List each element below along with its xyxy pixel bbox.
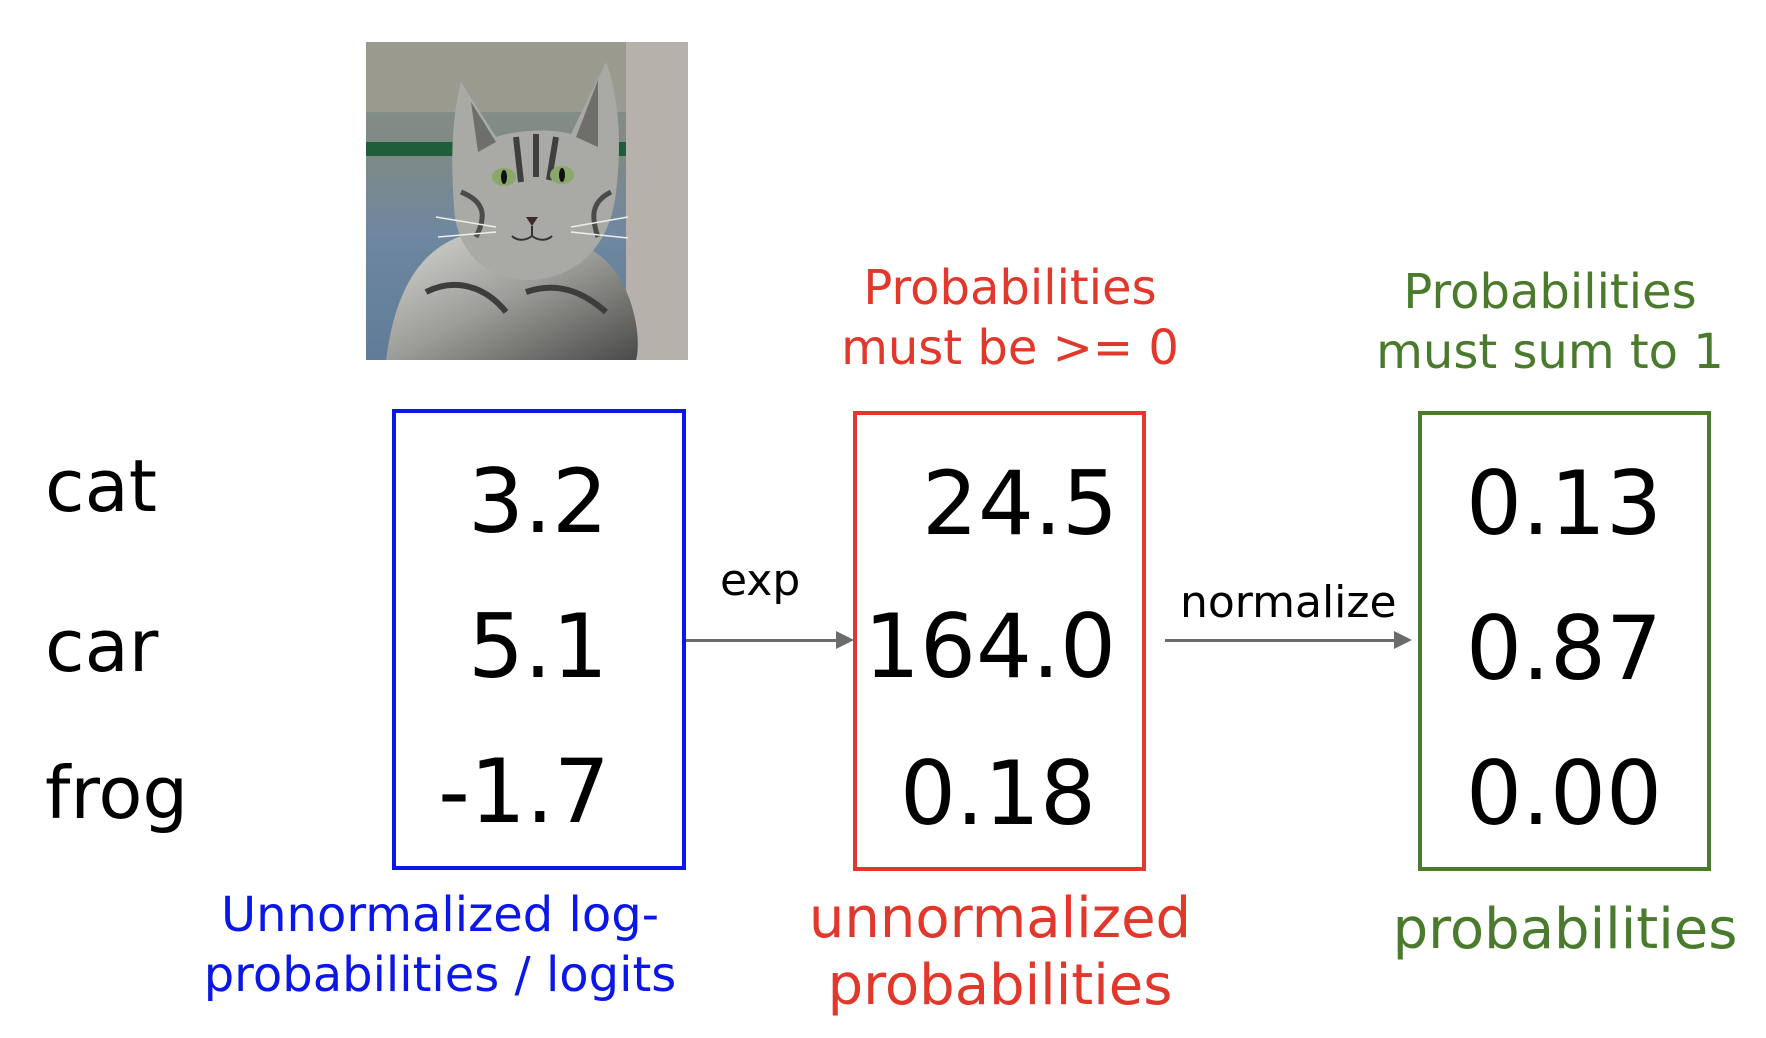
exp-arrow — [686, 631, 854, 649]
sum-header: Probabilities must sum to 1 — [1370, 262, 1730, 382]
cat-image — [366, 42, 688, 360]
probabilities-box — [1418, 411, 1711, 871]
prob-car: 0.87 — [1466, 597, 1662, 700]
logits-caption-line-2: probabilities / logits — [203, 947, 677, 1003]
nonneg-header-line-2: must be >= 0 — [841, 320, 1179, 376]
exp-label: exp — [720, 555, 801, 606]
exp-cat: 24.5 — [922, 452, 1118, 555]
unnormalized-caption: unnormalized probabilities — [800, 885, 1200, 1019]
logits-caption-line-1: Unnormalized log- — [220, 887, 660, 943]
unnormalized-caption-line-2: probabilities — [827, 953, 1173, 1019]
class-label-cat: cat — [45, 444, 157, 528]
nonneg-header-line-1: Probabilities — [863, 260, 1157, 316]
class-label-frog: frog — [45, 751, 189, 835]
exp-frog: 0.18 — [900, 742, 1096, 845]
class-label-car: car — [45, 604, 159, 688]
unnormalized-caption-line-1: unnormalized — [808, 886, 1192, 951]
normalize-arrow — [1165, 631, 1412, 649]
exp-car: 164.0 — [864, 595, 1116, 698]
logit-cat: 3.2 — [468, 450, 608, 553]
probabilities-caption: probabilities — [1392, 897, 1738, 962]
normalize-label: normalize — [1180, 577, 1397, 628]
logit-car: 5.1 — [468, 595, 608, 698]
nonneg-header: Probabilities must be >= 0 — [820, 258, 1200, 378]
prob-frog: 0.00 — [1466, 742, 1662, 845]
sum-header-line-1: Probabilities — [1403, 264, 1697, 320]
unnormalized-box — [853, 411, 1146, 871]
sum-header-line-2: must sum to 1 — [1376, 324, 1724, 380]
logit-frog: -1.7 — [438, 740, 610, 843]
logits-box — [392, 409, 686, 870]
prob-cat: 0.13 — [1466, 452, 1662, 555]
logits-caption: Unnormalized log- probabilities / logits — [170, 885, 710, 1005]
